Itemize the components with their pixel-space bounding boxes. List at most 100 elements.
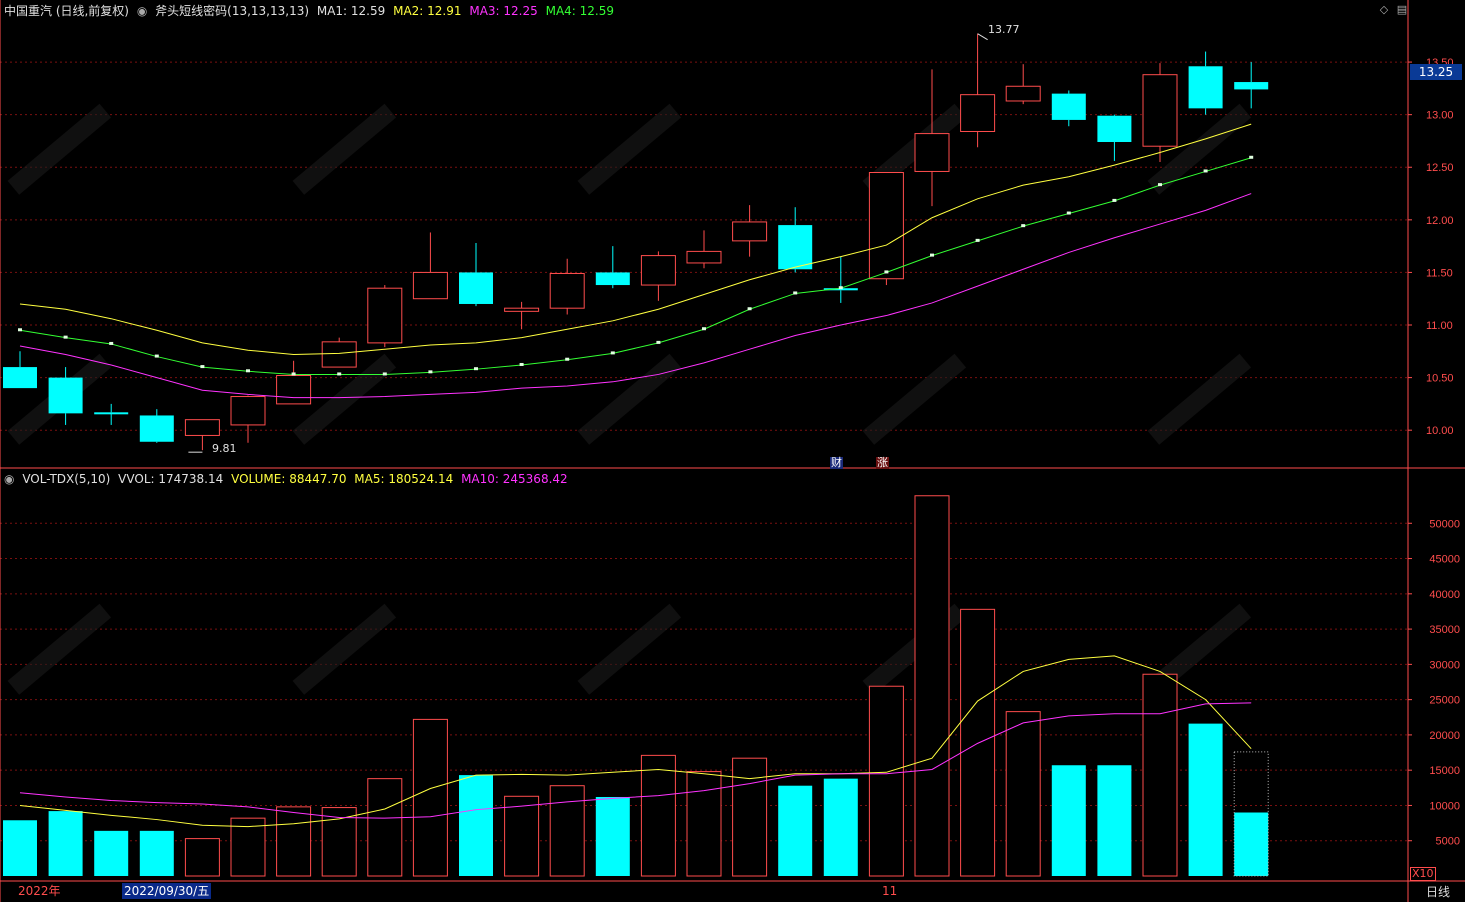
candle-body xyxy=(1142,74,1178,147)
candle-body xyxy=(321,341,357,368)
ma-point xyxy=(1021,224,1026,228)
volume-tick-label: 45000 xyxy=(1429,554,1460,566)
volume-bar xyxy=(276,806,312,877)
volume-axis: 5000 10000 15000 20000 25000 30000 35000 40000 4… xyxy=(1408,518,1460,848)
ma-point xyxy=(656,340,661,344)
watermark xyxy=(577,103,682,195)
ma-point xyxy=(246,369,250,373)
candle-body xyxy=(960,94,996,132)
ma2-value: MA2: 12.91 xyxy=(393,4,462,18)
candle-body xyxy=(94,412,129,415)
volume-bar xyxy=(1234,812,1269,876)
volume-bar xyxy=(732,757,768,877)
candle-body xyxy=(459,272,493,304)
volume-bar xyxy=(184,838,220,877)
volume-scale-label: X10 xyxy=(1410,867,1436,881)
period-button[interactable]: 日线 xyxy=(1425,885,1450,899)
high-price-label: 13.77 xyxy=(988,23,1020,36)
ma-point xyxy=(18,328,22,332)
volume-tick-label: 50000 xyxy=(1429,518,1460,530)
ma-point xyxy=(1112,198,1117,202)
ma-line-ma2 xyxy=(19,123,1252,355)
ma-point xyxy=(200,365,205,369)
candle-body xyxy=(48,377,83,414)
watermark xyxy=(862,353,967,445)
candle-body xyxy=(184,419,220,436)
volume-bar xyxy=(1188,723,1223,876)
volume-toggle-icon[interactable]: ◉ xyxy=(4,472,15,486)
limit-up-marker[interactable]: 涨 xyxy=(876,456,889,469)
candle-body xyxy=(504,307,540,312)
volume-bar xyxy=(960,608,996,877)
panel-menu-icon[interactable]: ▤ xyxy=(1396,3,1408,16)
price-header: 中国重汽 (日线,前复权) ◉ 斧头短线密码(13,13,13,13) MA1:… xyxy=(4,1,618,21)
volume-bar xyxy=(549,785,585,877)
volume-bars[interactable] xyxy=(3,495,1269,877)
watermark xyxy=(292,353,397,445)
vvol-value: VVOL: 174738.14 xyxy=(118,472,224,486)
volume-bar xyxy=(3,820,37,876)
watermark xyxy=(1147,103,1252,195)
ma-point xyxy=(1249,155,1254,159)
volume-bar xyxy=(48,811,83,876)
candle-body xyxy=(778,225,813,270)
candle-body xyxy=(640,255,676,286)
price-tick-label: 13.00 xyxy=(1426,110,1454,122)
ma1-value: MA1: 12.59 xyxy=(316,4,386,18)
volume-bar xyxy=(595,796,630,876)
candle-body xyxy=(139,415,174,442)
candle-body xyxy=(367,287,403,344)
watermark xyxy=(1147,353,1252,445)
cursor-date-label: 2022/09/30/五 xyxy=(122,883,212,899)
volume-bar xyxy=(459,775,493,876)
ma-point xyxy=(565,357,570,361)
volume-header: ◉ VOL-TDX(5,10) VVOL: 174738.14 VOLUME: … xyxy=(4,469,572,489)
ma-point xyxy=(428,370,433,374)
volume-indicator-name[interactable]: VOL-TDX(5,10) xyxy=(22,472,111,486)
watermark xyxy=(862,603,967,695)
volume-tick-label: 10000 xyxy=(1429,800,1460,812)
volume-ma-lines xyxy=(19,655,1252,828)
ma5-value: MA5: 180524.14 xyxy=(354,472,454,486)
volume-tick-label: 35000 xyxy=(1429,624,1460,636)
volume-tick-label: 25000 xyxy=(1429,695,1460,707)
candle-body xyxy=(595,272,630,286)
candle-body xyxy=(1097,115,1132,143)
ma-point xyxy=(291,372,296,376)
ma-point xyxy=(747,307,752,311)
ma-point xyxy=(702,327,706,331)
month-label: 11 xyxy=(882,884,898,898)
diamond-icon[interactable]: ◇ xyxy=(1379,3,1389,16)
volume-bar xyxy=(686,771,722,877)
volume-tick-label: 5000 xyxy=(1436,836,1460,848)
ma-point xyxy=(63,335,68,339)
candle-body xyxy=(1005,85,1041,102)
volume-bar xyxy=(367,778,403,877)
finance-marker[interactable]: 财 xyxy=(830,456,843,469)
stock-title[interactable]: 中国重汽 (日线,前复权) xyxy=(4,4,129,18)
candle-body xyxy=(686,250,722,264)
ma-point xyxy=(1158,183,1162,187)
indicator-toggle-icon[interactable]: ◉ xyxy=(136,4,148,18)
ma-line-ma3 xyxy=(19,193,1252,399)
ma-point xyxy=(382,372,387,376)
indicator-name[interactable]: 斧头短线密码(13,13,13,13) xyxy=(155,4,310,18)
candles[interactable] xyxy=(3,33,1269,451)
watermark xyxy=(1147,603,1252,695)
price-tick-label: 12.00 xyxy=(1426,215,1454,227)
watermark xyxy=(862,103,967,195)
volume-bar xyxy=(139,830,174,876)
year-label: 2022年 xyxy=(18,884,61,898)
ma-point xyxy=(1203,169,1208,173)
volume-bar xyxy=(914,495,950,877)
volume-tick-label: 15000 xyxy=(1429,765,1460,777)
high-pointer xyxy=(977,33,988,41)
candle-body xyxy=(823,288,858,291)
candle-body xyxy=(732,221,768,242)
volume-bar xyxy=(1051,765,1086,876)
volume-bar xyxy=(823,778,858,876)
